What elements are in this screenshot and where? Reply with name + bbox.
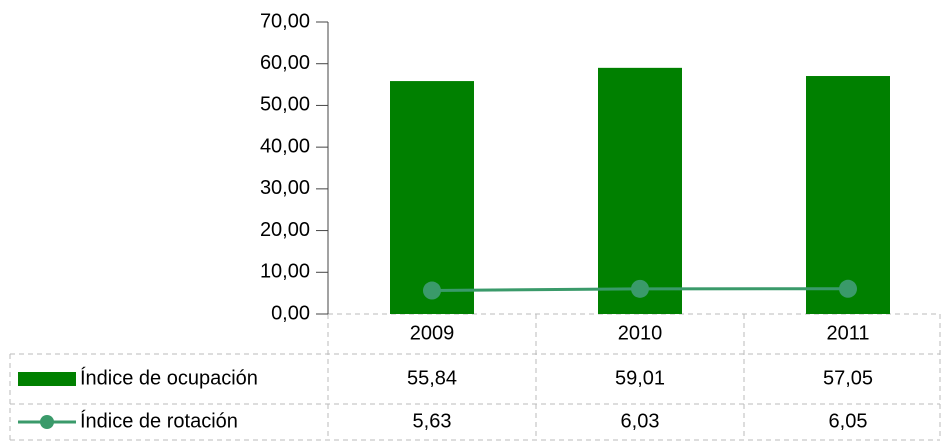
y-tick-label: 10,00 [260,261,310,283]
table-value: 5,63 [413,410,452,432]
table-value: 57,05 [823,367,873,389]
x-tick-label: 2010 [618,322,663,344]
x-tick-label: 2009 [410,322,455,344]
bar [806,76,890,315]
legend-key [40,415,54,429]
table-value: 55,84 [407,367,457,389]
point [631,279,649,298]
y-tick-label: 50,00 [260,94,310,116]
table-value: 6,03 [621,410,660,432]
y-tick-label: 60,00 [260,52,310,74]
x-tick-label: 2011 [826,322,869,344]
legend-label: Índice de ocupación [80,366,258,389]
point [839,279,857,298]
y-tick-label: 20,00 [260,219,310,241]
y-tick-label: 40,00 [260,135,310,157]
y-tick-label: 0,00 [271,302,310,324]
y-tick-label: 70,00 [260,10,310,32]
y-tick-label: 30,00 [260,177,310,199]
legend-key [18,372,76,386]
bar [390,81,474,314]
table-value: 59,01 [615,367,665,389]
point [423,281,441,300]
table-value: 6,05 [829,410,868,432]
bar [598,67,682,315]
legend-label: Índice de rotación [80,409,238,432]
